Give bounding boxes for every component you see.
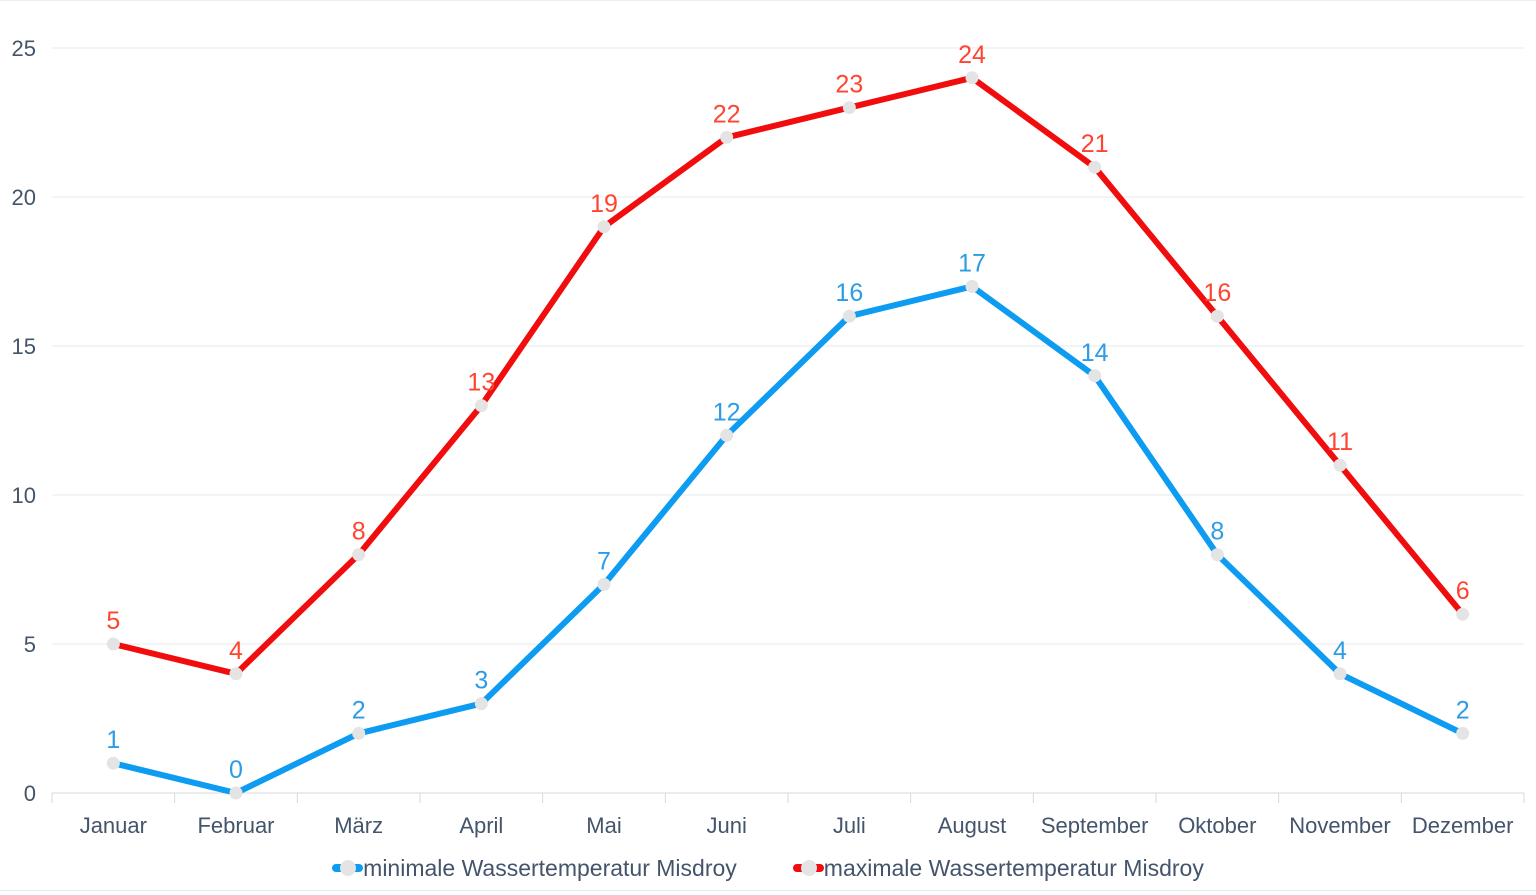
y-axis-tick-label: 15 (12, 334, 36, 359)
data-point-marker (1333, 458, 1347, 472)
data-point-marker (1333, 667, 1347, 681)
x-axis-label-juni: Juni (706, 813, 746, 838)
legend-item-max: maximale Wassertemperatur Misdroy (792, 854, 1204, 881)
data-point-marker (352, 726, 366, 740)
data-label: 23 (835, 71, 863, 99)
legend-line-marker-min-icon (332, 857, 364, 879)
x-axis-label-januar: Januar (80, 813, 147, 838)
chart-legend: minimale Wassertemperatur Misdroy maxima… (0, 846, 1536, 890)
data-label: 19 (590, 190, 618, 218)
y-axis-tick-label: 5 (24, 632, 36, 657)
data-label: 8 (1210, 518, 1224, 546)
data-label: 12 (713, 398, 741, 426)
x-axis-label-mai: Mai (586, 813, 621, 838)
y-axis-tick-label: 10 (12, 483, 36, 508)
data-point-marker (229, 667, 243, 681)
legend-dot-max (800, 860, 817, 876)
data-point-marker (474, 399, 488, 413)
data-label: 11 (1327, 428, 1353, 456)
data-point-marker (842, 101, 856, 115)
data-point-marker (106, 756, 120, 770)
data-label: 24 (958, 41, 986, 69)
y-axis-tick-label: 25 (12, 36, 36, 61)
data-label: 6 (1456, 577, 1470, 605)
x-axis-label-september: September (1041, 813, 1149, 838)
data-label: 5 (106, 607, 120, 635)
legend-label-max: maximale Wassertemperatur Misdroy (823, 854, 1204, 881)
legend-item-min: minimale Wassertemperatur Misdroy (332, 854, 737, 881)
data-label: 3 (474, 667, 488, 695)
data-label: 13 (467, 369, 495, 397)
x-axis-label-august: August (938, 813, 1007, 838)
x-axis-label-dezember: Dezember (1412, 813, 1513, 838)
series-line-0 (110, 283, 1466, 796)
data-point-marker (1210, 309, 1224, 323)
data-point-marker (965, 279, 979, 293)
x-axis-label-februar: Februar (197, 813, 274, 838)
data-label: 16 (835, 279, 863, 307)
data-point-marker (597, 577, 611, 591)
x-axis-label-oktober: Oktober (1178, 813, 1256, 838)
data-point-marker (1088, 160, 1102, 174)
legend-line-marker-max-icon (792, 857, 824, 879)
data-label: 2 (1456, 696, 1470, 724)
data-point-marker (1456, 726, 1470, 740)
data-label: 17 (958, 249, 986, 277)
y-axis-tick-label: 0 (24, 781, 36, 806)
data-point-marker (842, 309, 856, 323)
x-axis-label-april: April (459, 813, 503, 838)
data-label: 0 (229, 756, 243, 784)
data-point-marker (965, 71, 979, 85)
data-label: 2 (352, 696, 366, 724)
data-label: 8 (352, 518, 366, 546)
data-point-marker (720, 130, 734, 144)
series-line-1 (110, 74, 1466, 677)
data-label: 22 (713, 100, 741, 128)
bottom-border-line (0, 890, 1536, 891)
data-label: 14 (1081, 339, 1109, 367)
x-axis-label-juli: Juli (833, 813, 866, 838)
x-axis-label-märz: März (334, 813, 383, 838)
data-label: 4 (1333, 637, 1347, 665)
data-point-marker (597, 220, 611, 234)
data-label: 7 (597, 547, 611, 575)
data-label: 16 (1203, 279, 1231, 307)
data-point-marker (229, 786, 243, 800)
data-point-marker (352, 548, 366, 562)
data-point-marker (720, 428, 734, 442)
y-axis-tick-label: 20 (12, 185, 36, 210)
data-label: 4 (229, 637, 243, 665)
data-point-marker (1088, 369, 1102, 383)
top-border-line (0, 0, 1536, 1)
data-label: 1 (106, 726, 120, 754)
data-label: 21 (1081, 130, 1109, 158)
legend-dot-min (340, 860, 357, 876)
legend-label-min: minimale Wassertemperatur Misdroy (363, 854, 737, 881)
data-point-marker (474, 697, 488, 711)
x-axis-label-november: November (1289, 813, 1390, 838)
data-point-marker (1456, 607, 1470, 621)
data-point-marker (1210, 548, 1224, 562)
data-point-marker (106, 637, 120, 651)
